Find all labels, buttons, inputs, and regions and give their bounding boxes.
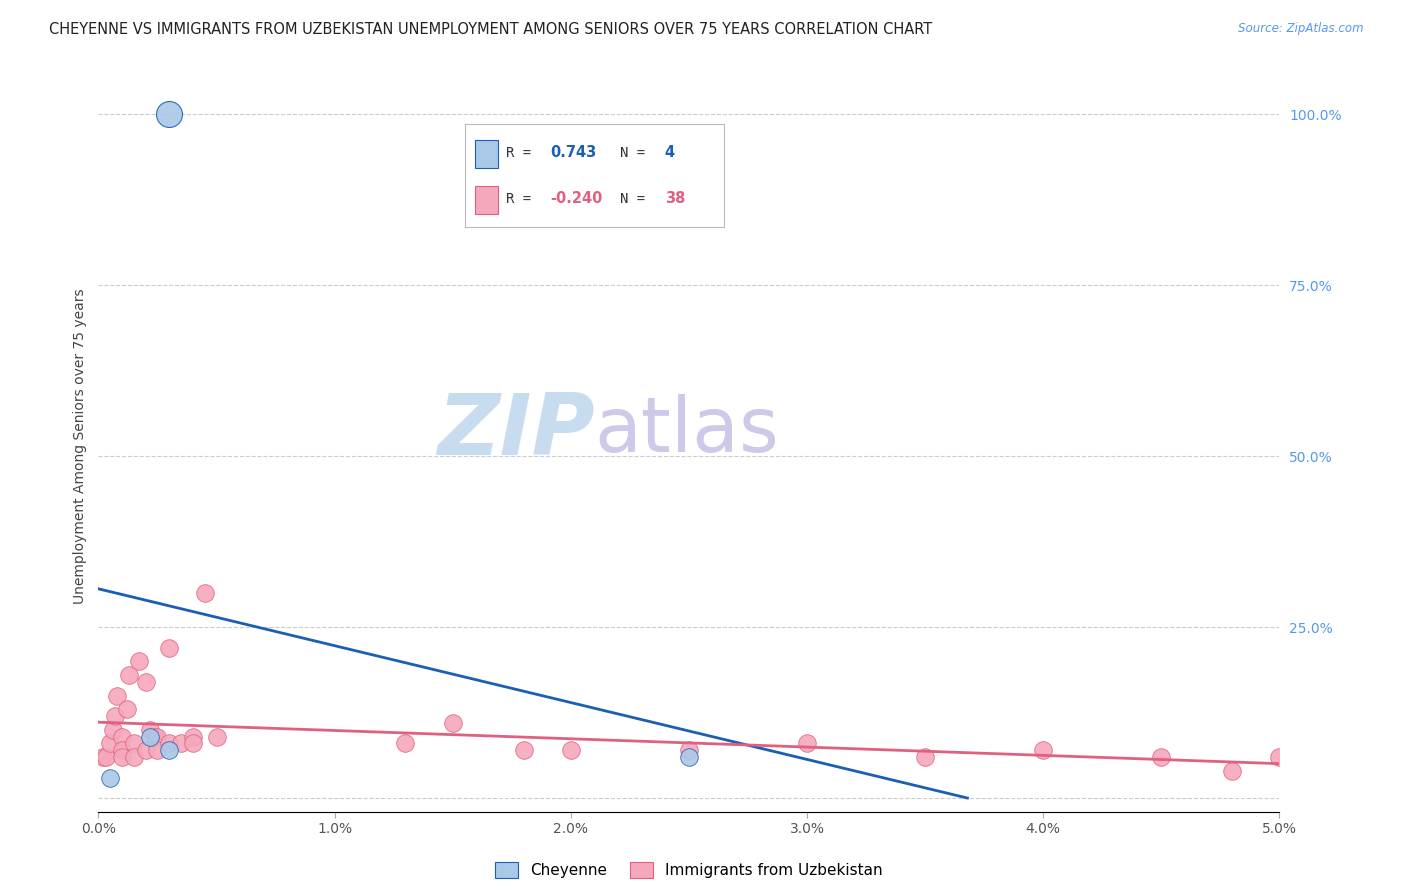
Point [157, 743, 180, 757]
Point [170, 736, 193, 750]
Point [146, 730, 169, 744]
Text: N =: N = [620, 145, 645, 160]
Point [111, 743, 134, 757]
Text: Source: ZipAtlas.com: Source: ZipAtlas.com [1239, 22, 1364, 36]
Point [128, 654, 150, 668]
Point [122, 736, 145, 750]
Point [122, 750, 145, 764]
Point [560, 743, 582, 757]
Point [98, 736, 121, 750]
Point [181, 730, 204, 744]
Text: -0.240: -0.240 [550, 192, 603, 206]
Point [796, 736, 818, 750]
Point [101, 723, 124, 737]
Point [394, 736, 416, 750]
Point [94, 750, 117, 764]
Text: N =: N = [620, 192, 645, 206]
Point [157, 736, 180, 750]
Point [105, 689, 128, 703]
Point [678, 750, 700, 764]
Text: 4: 4 [665, 145, 675, 161]
Text: ZIP: ZIP [437, 390, 595, 473]
Point [115, 702, 138, 716]
Point [135, 743, 157, 757]
Y-axis label: Unemployment Among Seniors over 75 years: Unemployment Among Seniors over 75 years [73, 288, 87, 604]
Legend: Cheyenne, Immigrants from Uzbekistan: Cheyenne, Immigrants from Uzbekistan [489, 856, 889, 885]
Point [98, 771, 121, 785]
Point [1032, 743, 1054, 757]
Point [194, 586, 217, 600]
Point [143, 730, 166, 744]
Point [678, 743, 700, 757]
Point [104, 709, 127, 723]
Point [111, 750, 134, 764]
Text: 38: 38 [665, 192, 685, 206]
Point [118, 668, 141, 682]
Point [157, 107, 180, 121]
Point [441, 715, 464, 730]
Point [181, 736, 204, 750]
Point [1150, 750, 1173, 764]
Point [157, 640, 180, 655]
Point [512, 743, 534, 757]
Text: R =: R = [506, 192, 531, 206]
Point [146, 743, 169, 757]
Point [111, 730, 134, 744]
Bar [475, 186, 498, 214]
Point [91, 750, 114, 764]
Text: CHEYENNE VS IMMIGRANTS FROM UZBEKISTAN UNEMPLOYMENT AMONG SENIORS OVER 75 YEARS : CHEYENNE VS IMMIGRANTS FROM UZBEKISTAN U… [49, 22, 932, 37]
Text: 0.743: 0.743 [550, 145, 596, 161]
Point [135, 674, 157, 689]
Text: atlas: atlas [595, 394, 779, 468]
Point [139, 730, 162, 744]
Text: R =: R = [506, 145, 531, 160]
Point [1220, 764, 1243, 778]
Point [1268, 750, 1291, 764]
Point [205, 730, 228, 744]
Point [139, 723, 162, 737]
Bar [475, 139, 498, 169]
Point [914, 750, 936, 764]
